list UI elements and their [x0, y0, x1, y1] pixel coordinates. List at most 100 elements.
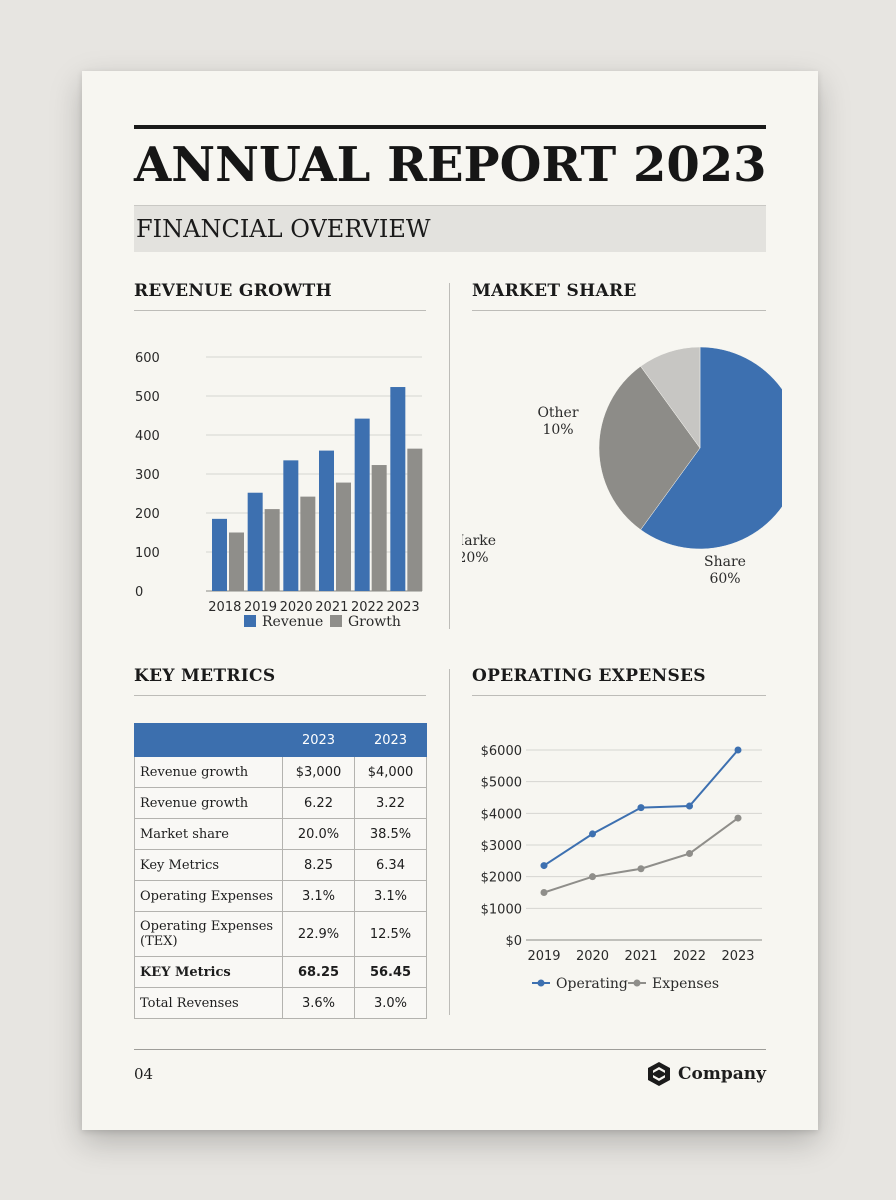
- row-value: 8.25: [282, 849, 355, 881]
- bar-growth: [336, 482, 351, 591]
- company-name: Company: [678, 1064, 766, 1084]
- data-point: [734, 814, 742, 822]
- row-value: 6.22: [282, 787, 355, 819]
- table-row: Market share 20.0% 38.5%: [134, 818, 427, 850]
- y-tick-label: $3000: [481, 839, 522, 854]
- data-point: [686, 850, 693, 858]
- operating-expenses-line-chart: $0 $1000 $2000 $3000 $4000 $5000 $6000 2019 2020…: [481, 744, 762, 992]
- report-page: ANNUAL REPORT 2023 FINANCIAL OVERVIEW RE…: [82, 71, 818, 1130]
- data-point: [734, 746, 742, 754]
- row-label: Revenue growth: [134, 756, 283, 788]
- row-value: 38.5%: [354, 818, 427, 850]
- pie-label-name: Other: [537, 405, 578, 421]
- row-label: Key Metrics: [134, 849, 283, 881]
- pie-slice-other: [640, 346, 701, 449]
- row-label: KEY Metrics: [134, 956, 283, 988]
- bar-growth: [264, 509, 280, 591]
- bar-growth: [407, 448, 423, 591]
- row-value: 3.22: [354, 787, 427, 819]
- x-tick-label: 2019: [244, 600, 277, 615]
- table-header-cell: [134, 723, 283, 757]
- data-point: [589, 873, 596, 881]
- row-label: Total Revenses: [134, 987, 283, 1019]
- y-tick-label: 500: [135, 390, 160, 405]
- subtitle-band: FINANCIAL OVERVIEW: [134, 205, 766, 252]
- company-brand: Company: [646, 1061, 766, 1087]
- row-value: 56.45: [354, 956, 427, 988]
- section-rule-metrics: [134, 695, 426, 696]
- table-row: Revenue growth 6.22 3.22: [134, 787, 427, 819]
- key-metrics-table: 2023 2023 Revenue growth $3,000 $4,000 R…: [134, 723, 427, 1019]
- section-rule-market: [472, 310, 766, 311]
- table-row: Key Metrics 8.25 6.34: [134, 849, 427, 881]
- row-label: Revenue growth: [134, 787, 283, 819]
- line-series-expenses: [543, 817, 739, 894]
- legend-marker: [537, 979, 545, 987]
- table-header-cell: 2023: [282, 723, 355, 757]
- table-row: KEY Metrics 68.25 56.45: [134, 956, 427, 988]
- section-title-market: MARKET SHARE: [472, 281, 637, 301]
- x-tick-label: 2022: [351, 600, 384, 615]
- y-tick-label: $5000: [481, 776, 522, 791]
- y-tick-label: $6000: [481, 744, 522, 759]
- data-point: [637, 865, 645, 873]
- y-tick-label: $2000: [481, 871, 522, 886]
- legend-marker: [633, 979, 641, 987]
- y-tick-label: 0: [135, 585, 143, 600]
- table-header-cell: 2023: [354, 723, 427, 757]
- row-value: 3.1%: [282, 880, 355, 912]
- bar-growth: [371, 465, 387, 591]
- pie-label-percent: 20%: [462, 550, 489, 566]
- legend-label: Expenses: [652, 976, 719, 992]
- data-point: [540, 889, 548, 896]
- pie-label-name: Marke: [462, 533, 496, 549]
- y-tick-label: $0: [505, 934, 522, 949]
- row-value: 6.34: [354, 849, 427, 881]
- row-value: 68.25: [282, 956, 355, 988]
- x-tick-label: 2020: [280, 600, 313, 615]
- bar-revenue: [319, 450, 334, 591]
- row-value: 20.0%: [282, 818, 355, 850]
- pie-label-percent: 10%: [542, 422, 573, 438]
- row-value: $3,000: [282, 756, 355, 788]
- legend-label: Growth: [348, 614, 401, 630]
- pie-slice-share: [640, 346, 782, 550]
- row-value: 3.1%: [354, 880, 427, 912]
- bar-revenue: [390, 387, 406, 591]
- bar-growth: [300, 496, 316, 591]
- bar-revenue: [212, 518, 227, 591]
- x-tick-label: 2021: [315, 600, 348, 615]
- row-value: 3.6%: [282, 987, 355, 1019]
- legend-swatch: [330, 615, 342, 627]
- pie-slice-marke: [598, 365, 701, 531]
- bar-revenue: [247, 492, 263, 591]
- x-tick-label: 2020: [576, 949, 609, 964]
- page-subtitle: FINANCIAL OVERVIEW: [136, 215, 431, 243]
- data-point: [686, 802, 693, 810]
- pie-label-percent: 60%: [709, 571, 740, 587]
- pie-label-name: Share: [704, 554, 746, 570]
- x-tick-label: 2019: [527, 949, 560, 964]
- bar-revenue: [283, 460, 299, 591]
- vertical-divider-bottom: [449, 669, 450, 1015]
- y-tick-label: 100: [135, 546, 160, 561]
- y-tick-label: 200: [135, 507, 160, 522]
- row-label: Operating Expenses (TEX): [134, 911, 283, 957]
- section-rule-revenue: [134, 310, 426, 311]
- table-row: Operating Expenses 3.1% 3.1%: [134, 880, 427, 912]
- company-logo-icon: [648, 1062, 670, 1086]
- x-tick-label: 2022: [673, 949, 706, 964]
- table-header-row: 2023 2023: [134, 723, 427, 757]
- table-row: Total Revenses 3.6% 3.0%: [134, 987, 427, 1019]
- data-point: [540, 862, 548, 870]
- page-number: 04: [134, 1065, 154, 1083]
- y-tick-label: $4000: [481, 807, 522, 822]
- row-value: 12.5%: [354, 911, 427, 957]
- top-rule: [134, 125, 766, 129]
- row-label: Market share: [134, 818, 283, 850]
- row-label: Operating Expenses: [134, 880, 283, 912]
- row-value: 22.9%: [282, 911, 355, 957]
- x-tick-label: 2023: [387, 600, 420, 615]
- y-tick-label: 300: [135, 468, 160, 483]
